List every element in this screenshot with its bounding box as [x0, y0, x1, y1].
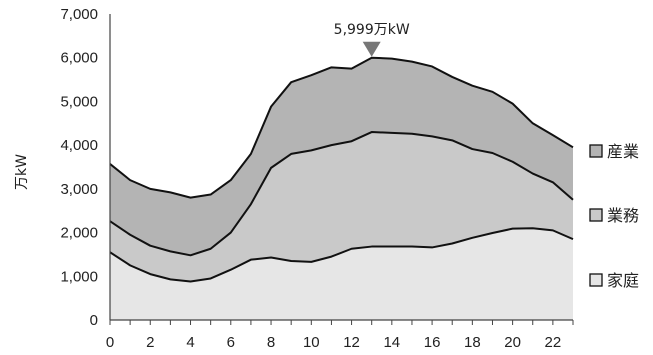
area-3 [110, 57, 573, 256]
x-tick-label-6: 12 [343, 334, 360, 351]
legend-swatch-2 [589, 208, 603, 222]
x-tick-label-3: 6 [227, 334, 235, 351]
y-tick-label-0: 0 [90, 312, 98, 329]
series-line-2 [109, 131, 574, 257]
x-tick-label-5: 10 [303, 334, 320, 351]
legend-swatch-3 [589, 144, 603, 158]
legend-label-1: 家庭 [607, 271, 639, 290]
y-tick-label-3: 3,000 [60, 181, 98, 198]
peak-marker-icon [362, 41, 381, 57]
legend-swatch-1 [589, 273, 603, 287]
peak-annotation: 5,999万kW [334, 22, 410, 38]
y-tick-label-6: 6,000 [60, 50, 98, 67]
x-tick-label-11: 22 [545, 334, 562, 351]
y-tick-labels: 0 1,000 2,000 3,000 4,000 5,000 6,000 7,000 [60, 6, 98, 329]
x-tick-label-1: 2 [146, 334, 154, 351]
axes [109, 14, 574, 325]
x-tick-label-7: 14 [383, 334, 400, 351]
y-tick-label-1: 1,000 [60, 268, 98, 285]
series-lines [109, 56, 574, 283]
x-tick-label-8: 16 [424, 334, 441, 351]
y-tick-label-4: 4,000 [60, 137, 98, 154]
legend-item-2: 業務 [589, 206, 639, 225]
y-tick-label-2: 2,000 [60, 225, 98, 242]
x-tick-label-10: 20 [504, 334, 521, 351]
series-areas [110, 57, 573, 320]
annotations: 5,999万kW [334, 22, 410, 57]
x-tick-label-4: 8 [267, 334, 275, 351]
legend-label-3: 産業 [607, 142, 639, 161]
series-line-3 [109, 56, 574, 199]
y-tick-label-5: 5,000 [60, 93, 98, 110]
area-1 [110, 228, 573, 320]
x-tick-label-2: 4 [186, 334, 194, 351]
area-2 [110, 132, 573, 282]
x-tick-label-9: 18 [464, 334, 481, 351]
series-line-1 [109, 227, 574, 283]
y-axis-title: 万kW [14, 154, 30, 190]
y-tick-label-7: 7,000 [60, 6, 98, 23]
legend-label-2: 業務 [607, 206, 639, 225]
legend-item-1: 家庭 [589, 271, 639, 290]
x-tick-labels: 0 2 4 6 8 10 12 14 16 18 20 22 [106, 334, 561, 351]
x-tick-label-0: 0 [106, 334, 114, 351]
legend-item-3: 産業 [589, 142, 639, 161]
